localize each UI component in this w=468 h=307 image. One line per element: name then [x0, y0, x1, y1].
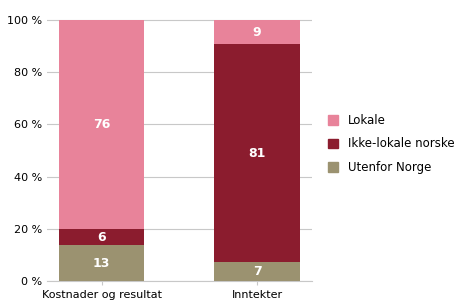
Text: 6: 6 — [97, 231, 106, 243]
Text: 81: 81 — [249, 147, 266, 160]
Bar — [59, 229, 145, 245]
Text: 76: 76 — [93, 118, 110, 131]
Text: 7: 7 — [253, 265, 262, 278]
Legend: Lokale, Ikke-lokale norske, Utenfor Norge: Lokale, Ikke-lokale norske, Utenfor Norg… — [323, 109, 459, 179]
Text: 9: 9 — [253, 25, 261, 39]
Bar — [214, 262, 300, 281]
Text: 13: 13 — [93, 257, 110, 270]
Bar — [214, 20, 300, 44]
Bar — [59, 20, 145, 229]
Bar — [59, 245, 145, 281]
Bar — [214, 44, 300, 262]
